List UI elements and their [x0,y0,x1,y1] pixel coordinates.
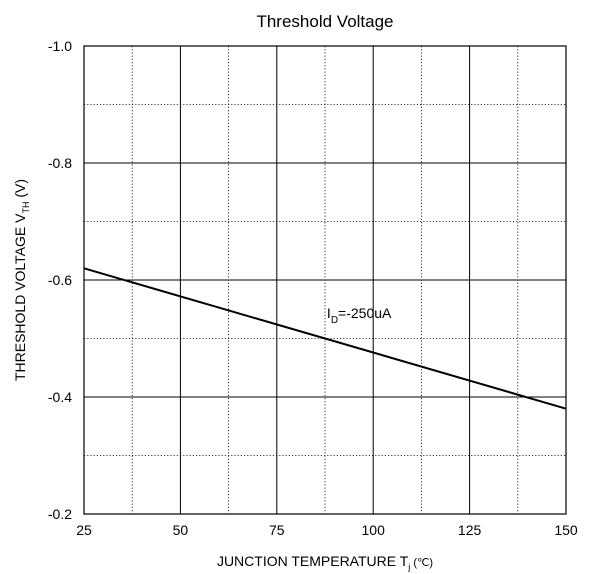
y-tick-label: -0.6 [48,272,72,288]
y-axis-label-subscript: TH [21,202,31,214]
x-tick-label: 100 [362,522,386,538]
x-axis-label-subscript: j [407,562,410,572]
y-axis-ticks: -1.0 -0.8 -0.6 -0.4 -0.2 [48,38,72,522]
chart-title: Threshold Voltage [256,12,393,31]
y-tick-label: -0.8 [48,155,72,171]
y-tick-label: -0.2 [48,506,72,522]
x-axis-label: JUNCTION TEMPERATURE Tj (℃) [217,553,433,572]
y-axis-label-unit: (V) [12,179,28,202]
series-annotation-main: I [327,305,331,321]
series-annotation-subscript: D [331,315,338,326]
y-axis-label: THRESHOLD VOLTAGE VTH (V) [12,179,31,381]
y-axis-label-main: THRESHOLD VOLTAGE V [12,213,28,381]
x-axis-label-unit: (℃) [410,557,433,569]
x-tick-label: 75 [269,522,285,538]
x-axis-label-main: JUNCTION TEMPERATURE T [217,553,409,569]
series-layer: ID=-250uA [83,267,567,410]
series-line [83,267,567,410]
y-tick-label: -0.4 [48,389,72,405]
x-tick-label: 50 [173,522,189,538]
x-axis-ticks: 25 50 75 100 125 150 [76,522,578,538]
y-tick-label: -1.0 [48,38,72,54]
series-annotation-rest: =-250uA [338,305,392,321]
major-grid [84,46,566,514]
series-annotation: ID=-250uA [327,305,392,326]
x-tick-label: 150 [554,522,578,538]
x-tick-label: 25 [76,522,92,538]
x-tick-label: 125 [458,522,482,538]
